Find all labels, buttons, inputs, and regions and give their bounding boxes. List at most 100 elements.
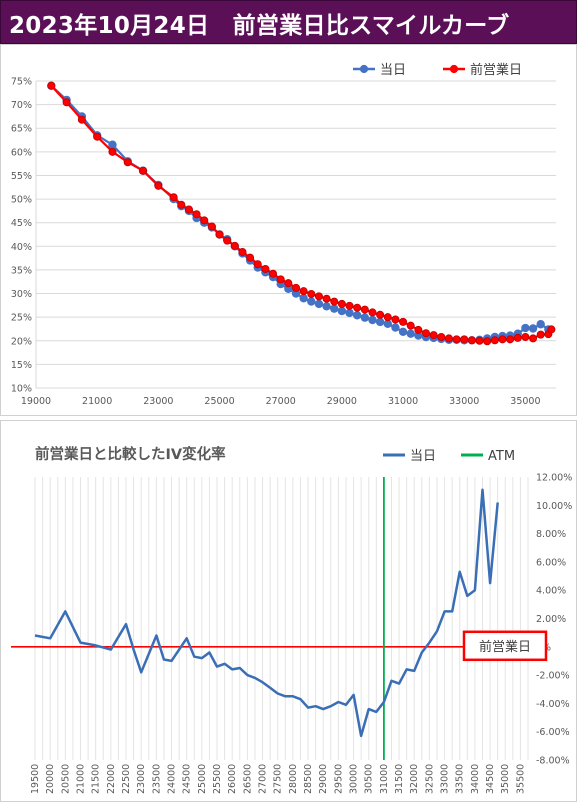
y-tick-label: 10.00% [536, 501, 572, 512]
banner-title: 2023年10月24日 前営業日比スマイルカーブ [9, 13, 510, 39]
iv-change-chart: 12.00%10.00%8.00%6.00%4.00%2.00%0%-2.00%… [11, 445, 572, 794]
x-tick-label: 29000 [318, 764, 329, 794]
x-tick-label: 21500 [91, 764, 102, 794]
x-tick-label: 34500 [485, 764, 496, 794]
smile-curve-panel: 10% 15% 20% 25% 30% 35% 40% 45% 50% 55% 60% 65% 70% 7… [0, 44, 577, 416]
legend-label: ATM [488, 449, 515, 464]
data-point [506, 335, 515, 344]
data-point [414, 325, 423, 334]
title-banner: 2023年10月24日 前営業日比スマイルカーブ [0, 0, 577, 44]
data-point [429, 331, 438, 340]
y-tick-label: 25% [11, 313, 32, 324]
data-point [391, 315, 400, 324]
data-point [169, 193, 178, 202]
data-point [139, 166, 148, 175]
data-point [269, 269, 278, 278]
data-point [322, 294, 331, 303]
y-tick-label: 20% [11, 336, 32, 347]
data-point [383, 313, 392, 322]
data-point [314, 299, 324, 309]
y-tick-label: 30% [11, 289, 32, 300]
data-point [337, 299, 346, 308]
data-point [299, 287, 308, 296]
x-tick-label: 29500 [333, 764, 344, 794]
data-point [307, 290, 316, 299]
data-point [223, 236, 232, 245]
y-tick-label: -2.00% [536, 671, 570, 682]
y-tick-label: 70% [11, 100, 32, 111]
y-tick-label: -4.00% [536, 699, 570, 710]
data-point [406, 321, 415, 330]
y-tick-label: 35% [11, 265, 32, 276]
data-point [528, 324, 538, 333]
data-point [521, 332, 530, 341]
data-point [200, 216, 209, 225]
data-point [475, 336, 484, 345]
annotation-label: 前営業日 [479, 639, 531, 655]
data-point [299, 294, 308, 303]
data-point [483, 337, 492, 346]
data-point [406, 329, 415, 338]
x-tick-label: 27000 [266, 396, 296, 407]
data-point [360, 305, 369, 314]
x-tick-label: 35500 [515, 764, 526, 794]
y-tick-label: 40% [11, 242, 32, 253]
x-tick-label: 26500 [242, 764, 253, 794]
series-line-0 [50, 84, 550, 342]
data-point [376, 310, 385, 319]
data-point [444, 334, 453, 343]
y-tick-label: 55% [11, 171, 32, 182]
x-tick-label: 20000 [45, 764, 56, 794]
y-tick-label: 10% [11, 384, 32, 395]
x-tick-label: 21000 [76, 764, 87, 794]
y-tick-label: 15% [11, 360, 32, 371]
data-point [490, 336, 499, 345]
data-point [337, 306, 347, 316]
data-point [368, 308, 377, 317]
x-tick-label: 23000 [136, 764, 147, 794]
x-tick-label: 25500 [212, 764, 223, 794]
data-point [184, 205, 193, 214]
legend-label: 当日 [410, 449, 436, 464]
data-point [467, 336, 476, 345]
data-point [238, 247, 247, 256]
x-tick-label: 22500 [121, 764, 132, 794]
data-point [291, 289, 301, 298]
x-tick-label: 25000 [197, 764, 208, 794]
data-point [498, 335, 507, 344]
data-point [62, 98, 71, 107]
data-point [291, 283, 300, 292]
data-point [314, 292, 323, 301]
data-point [123, 158, 132, 167]
data-point [375, 317, 385, 327]
x-tick-label: 33500 [455, 764, 466, 794]
smile-curve-chart: 10% 15% 20% 25% 30% 35% 40% 45% 50% 55% 60% 65% 70% 7… [11, 62, 556, 407]
data-point [368, 315, 377, 325]
x-tick-label: 19500 [30, 764, 41, 794]
annotation-box [462, 630, 548, 662]
x-tick-label: 31500 [394, 764, 405, 794]
data-point [108, 140, 117, 149]
x-tick-label: 28000 [288, 764, 299, 794]
legend-marker [449, 64, 459, 74]
x-tick-label: 23000 [143, 396, 173, 407]
data-point [154, 181, 163, 190]
x-tick-label: 30500 [364, 764, 375, 794]
x-tick-label: 29000 [327, 396, 357, 407]
x-tick-label: 24500 [182, 764, 193, 794]
data-point [421, 329, 430, 338]
data-point [352, 311, 362, 320]
data-point [276, 275, 285, 284]
x-tick-label: 35000 [510, 396, 540, 407]
data-point [547, 325, 556, 334]
y-tick-label: 2.00% [536, 614, 566, 625]
x-tick-label: 26000 [227, 764, 238, 794]
x-tick-label: 32000 [409, 764, 420, 794]
data-point [383, 319, 392, 328]
data-point [47, 81, 56, 90]
data-point [215, 230, 224, 239]
data-point [261, 264, 270, 273]
data-point [253, 260, 262, 269]
series-line-1 [50, 84, 553, 343]
data-point [322, 302, 331, 311]
